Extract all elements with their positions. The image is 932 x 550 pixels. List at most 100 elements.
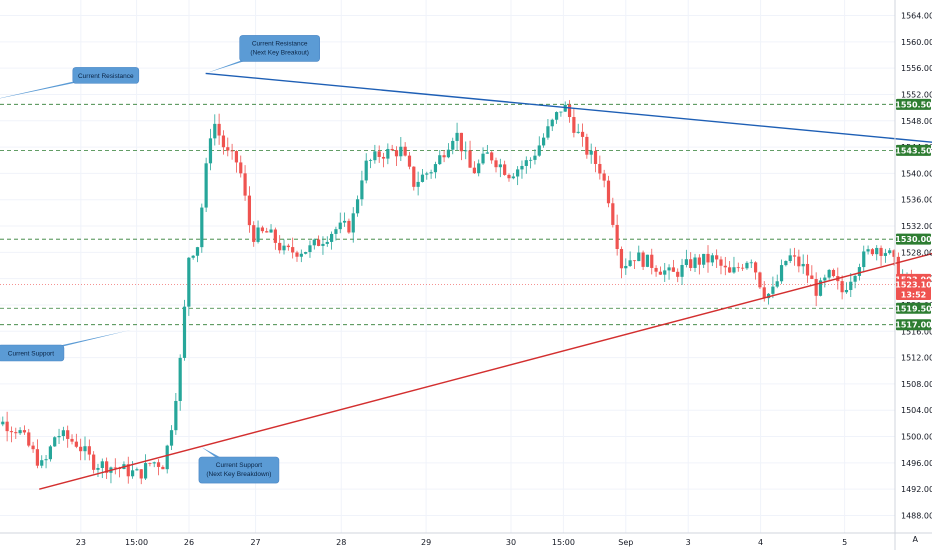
callout-box xyxy=(0,344,65,362)
candle xyxy=(537,136,541,157)
candle-body xyxy=(490,152,494,161)
candle-body xyxy=(213,123,217,139)
candle-body xyxy=(126,464,130,477)
candle xyxy=(204,157,208,212)
candle-body xyxy=(563,104,567,112)
candle-body xyxy=(689,259,693,268)
candle xyxy=(399,137,403,162)
candle-body xyxy=(355,199,360,214)
candle xyxy=(702,253,706,269)
candle-body xyxy=(580,131,585,137)
candle-body xyxy=(399,146,403,157)
callout-label: Current Support xyxy=(216,462,262,469)
key-levels xyxy=(0,103,895,326)
candle xyxy=(455,122,459,151)
candle-body xyxy=(187,257,191,307)
candle xyxy=(619,246,624,279)
candle xyxy=(174,393,178,435)
grid xyxy=(0,0,895,533)
scale-mode-button[interactable]: A xyxy=(912,535,918,544)
candle-body xyxy=(541,137,546,146)
candle xyxy=(715,249,719,269)
candle-body xyxy=(801,263,805,267)
candle-body xyxy=(130,470,135,477)
candle xyxy=(48,444,52,462)
candle-body xyxy=(291,247,295,253)
candle xyxy=(217,113,221,145)
candle xyxy=(178,354,182,411)
candle xyxy=(260,225,264,234)
candle-body xyxy=(407,155,412,167)
candle-body xyxy=(204,163,208,208)
candle-body xyxy=(1,421,5,425)
candle xyxy=(230,143,234,160)
candle-body xyxy=(550,119,554,127)
candle xyxy=(511,173,515,180)
candle xyxy=(143,454,148,481)
candle-body xyxy=(455,132,459,141)
candle-body xyxy=(260,227,264,232)
x-tick-label: 5 xyxy=(842,538,847,547)
candle-body xyxy=(602,173,606,181)
candle-body xyxy=(143,463,148,479)
candle xyxy=(1,416,5,427)
candle xyxy=(719,256,723,275)
candle-body xyxy=(654,267,658,272)
candle-body xyxy=(403,146,407,156)
candle-body xyxy=(697,257,701,265)
candle xyxy=(355,195,360,217)
candle-body xyxy=(741,267,745,269)
candle xyxy=(429,169,433,179)
candle xyxy=(312,238,316,250)
price-tag-bg xyxy=(896,98,931,110)
candle-body xyxy=(818,280,823,296)
candle xyxy=(165,444,169,474)
candle-body xyxy=(195,247,200,256)
x-tick-label: 26 xyxy=(184,538,194,547)
candle-body xyxy=(844,289,849,293)
y-tick-label: 1504.00 xyxy=(901,406,932,415)
candle xyxy=(161,465,165,470)
candle xyxy=(598,155,602,180)
y-tick-label: 1516.00 xyxy=(901,327,932,336)
candle-body xyxy=(533,155,537,160)
candle xyxy=(516,166,520,186)
candle-body xyxy=(256,227,260,242)
callout-label: (Next Key Breakdown) xyxy=(206,471,271,478)
candle xyxy=(723,256,727,276)
candle xyxy=(308,240,312,258)
candle-body xyxy=(606,180,611,204)
candle-body xyxy=(338,222,342,230)
candle-body xyxy=(9,431,14,433)
candle xyxy=(135,467,139,471)
candle xyxy=(226,137,230,157)
candle-body xyxy=(628,260,632,266)
candle-body xyxy=(814,279,818,296)
candle-body xyxy=(429,172,433,174)
candle-body xyxy=(304,252,308,254)
candle xyxy=(849,273,853,298)
candle-body xyxy=(585,136,589,155)
candle xyxy=(269,224,273,233)
candle-body xyxy=(87,446,91,455)
candle-body xyxy=(217,123,221,136)
candle xyxy=(105,457,109,479)
candle-body xyxy=(481,153,485,164)
candle-body xyxy=(676,271,680,277)
candle xyxy=(195,246,200,263)
x-tick-label: 27 xyxy=(250,538,260,547)
candle-body xyxy=(57,436,61,438)
candle xyxy=(792,247,797,266)
candle xyxy=(252,221,256,247)
candle-body xyxy=(178,357,182,401)
candle xyxy=(645,254,650,268)
candle-body xyxy=(870,249,875,255)
candle xyxy=(563,101,567,112)
candle xyxy=(325,236,329,247)
candle xyxy=(654,265,658,277)
candle xyxy=(697,254,701,275)
candle xyxy=(459,132,463,161)
candle-body xyxy=(347,220,351,233)
candle xyxy=(79,438,83,461)
